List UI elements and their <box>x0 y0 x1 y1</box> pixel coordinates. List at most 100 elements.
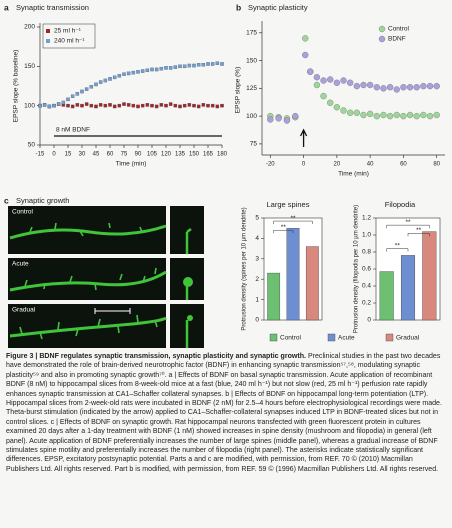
bar <box>286 227 300 321</box>
marker <box>400 84 407 91</box>
marker <box>173 65 178 69</box>
marker <box>210 62 215 66</box>
marker <box>267 116 274 123</box>
chart-title: Synaptic transmission <box>16 3 89 12</box>
marker <box>122 72 126 76</box>
significance-label: ** <box>405 219 411 226</box>
marker <box>307 68 314 75</box>
marker <box>360 111 367 119</box>
marker <box>52 103 56 108</box>
marker <box>215 61 220 65</box>
marker <box>168 66 173 70</box>
marker <box>187 103 192 107</box>
legend-swatch <box>46 39 50 43</box>
marker <box>347 109 354 116</box>
marker <box>347 79 354 86</box>
bar <box>400 255 416 321</box>
micrographs <box>8 206 204 348</box>
x-tick-label: 120 <box>161 152 172 158</box>
image-label: Control <box>12 209 34 216</box>
x-axis-label: Time (min) <box>116 161 147 168</box>
marker <box>38 103 42 108</box>
marker <box>275 115 282 122</box>
marker <box>94 82 98 87</box>
legend-swatch <box>46 29 50 33</box>
y-tick-label: 50 <box>28 142 36 149</box>
marker <box>140 69 145 73</box>
marker <box>283 117 291 124</box>
stimulus-arrow <box>300 128 308 147</box>
marker <box>426 82 434 90</box>
marker <box>178 64 182 69</box>
marker <box>380 111 387 119</box>
panel-label: c <box>4 195 9 205</box>
legend-swatch <box>385 333 394 342</box>
marker <box>192 63 196 68</box>
marker <box>89 103 94 108</box>
marker <box>126 103 131 107</box>
x-tick-label: 135 <box>175 152 186 158</box>
marker <box>420 82 427 90</box>
marker <box>327 99 334 106</box>
annotation: 8 nM BDNF <box>56 127 90 134</box>
marker <box>103 78 108 83</box>
legend-label: Gradual <box>396 335 420 342</box>
marker <box>327 76 334 83</box>
marker <box>413 112 420 120</box>
marker <box>66 103 70 108</box>
marker <box>84 87 89 91</box>
bar <box>379 271 394 321</box>
marker <box>75 103 80 107</box>
marker <box>192 103 196 108</box>
chart-title: Synaptic plasticity <box>248 3 308 12</box>
marker <box>360 81 367 89</box>
marker <box>122 102 126 106</box>
significance-bracket <box>407 233 430 237</box>
marker <box>70 104 75 109</box>
significance-label: ** <box>281 224 287 231</box>
caption-body: Preclinical studies in the past two deca… <box>6 353 442 473</box>
marker <box>80 89 84 94</box>
legend-label: Acute <box>338 335 355 342</box>
marker <box>126 71 131 76</box>
marker <box>201 63 206 67</box>
x-tick-label: 60 <box>107 152 114 158</box>
marker <box>131 103 136 108</box>
y-tick-label: 0.2 <box>362 300 371 307</box>
marker <box>84 102 89 106</box>
marker <box>340 107 347 114</box>
y-tick-label: 0.8 <box>362 249 371 256</box>
legend-label: 25 ml h⁻¹ <box>54 28 82 35</box>
x-tick-label: 165 <box>203 152 214 158</box>
marker <box>117 103 122 108</box>
marker <box>150 103 154 108</box>
caption-heading: BDNF regulates synaptic transmission, sy… <box>39 353 306 360</box>
marker <box>413 84 420 91</box>
x-tick-label: 15 <box>65 152 72 158</box>
marker <box>400 112 407 120</box>
significance-bracket <box>273 229 294 234</box>
marker <box>159 103 164 107</box>
y-tick-label: 100 <box>246 113 257 120</box>
marker <box>140 103 145 108</box>
y-axis-label: Protrusion density (filopodia per 10 µm … <box>354 205 360 333</box>
x-tick-label: 30 <box>79 152 86 158</box>
marker <box>380 85 387 92</box>
x-tick-label: 0 <box>302 162 306 168</box>
y-tick-label: 150 <box>246 57 257 64</box>
chart-title: Filopodia <box>385 200 416 209</box>
panel-title: Synaptic growth <box>16 196 69 205</box>
y-tick-label: 125 <box>246 85 257 92</box>
marker <box>206 103 210 108</box>
marker <box>393 86 400 93</box>
y-tick-label: 1.0 <box>362 232 371 239</box>
marker <box>98 103 103 107</box>
bar <box>305 246 319 321</box>
x-tick-label: 150 <box>189 152 200 158</box>
x-tick-label: 80 <box>433 162 440 168</box>
marker <box>108 103 112 107</box>
significance-bracket <box>273 220 313 225</box>
marker <box>112 75 117 80</box>
marker <box>206 62 210 66</box>
marker <box>320 92 327 100</box>
